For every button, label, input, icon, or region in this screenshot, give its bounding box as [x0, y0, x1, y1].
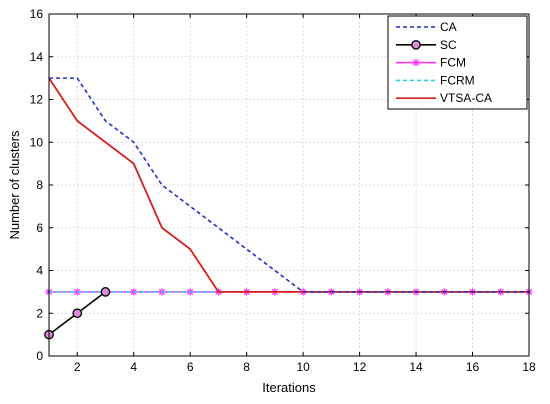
series-vtsa-ca [48, 77, 529, 293]
legend-item-fcrm: FCRM [396, 73, 475, 87]
y-tick-label: 10 [30, 135, 44, 149]
x-tick-label: 10 [296, 360, 310, 374]
legend-item-sc: SC [396, 38, 457, 52]
x-tick-label: 8 [243, 360, 250, 374]
x-tick-label: 4 [130, 360, 137, 374]
y-tick-label: 16 [30, 7, 44, 21]
legend-label: SC [440, 38, 457, 52]
legend-item-fcm: FCM [396, 56, 466, 70]
y-tick-label: 14 [30, 50, 44, 64]
series-line-ca [49, 77, 529, 293]
legend-item-ca: CA [396, 20, 457, 34]
series-ca [49, 77, 529, 293]
x-tick-label: 18 [522, 360, 536, 374]
legend-label: FCRM [440, 73, 475, 87]
y-tick-label: 4 [36, 264, 43, 278]
legend-label: FCM [440, 56, 466, 70]
legend-label: CA [440, 20, 457, 34]
y-tick-label: 8 [36, 178, 43, 192]
y-tick-label: 6 [36, 221, 43, 235]
x-tick-label: 12 [353, 360, 367, 374]
legend-marker [412, 59, 420, 67]
x-tick-label: 14 [409, 360, 423, 374]
data-point-sc [100, 287, 111, 297]
legend-label: VTSA-CA [440, 91, 492, 105]
x-tick-label: 6 [187, 360, 194, 374]
series-sc [44, 287, 111, 340]
series-line-vtsa-ca [48, 77, 529, 293]
x-tick-label: 16 [466, 360, 480, 374]
plot-series [44, 77, 533, 340]
legend-item-vtsa-ca: VTSA-CA [396, 91, 492, 105]
y-tick-label: 2 [36, 306, 43, 320]
data-point-sc [72, 308, 83, 319]
legend: CA SC FCM FCRM VTSA-CA [387, 15, 528, 110]
y-axis-label: Number of clusters [7, 130, 22, 240]
legend-marker [411, 39, 421, 50]
x-tick-label: 2 [74, 360, 81, 374]
y-tick-label: 0 [36, 349, 43, 363]
y-tick-label: 12 [30, 93, 44, 107]
x-axis-label: Iterations [262, 380, 316, 395]
